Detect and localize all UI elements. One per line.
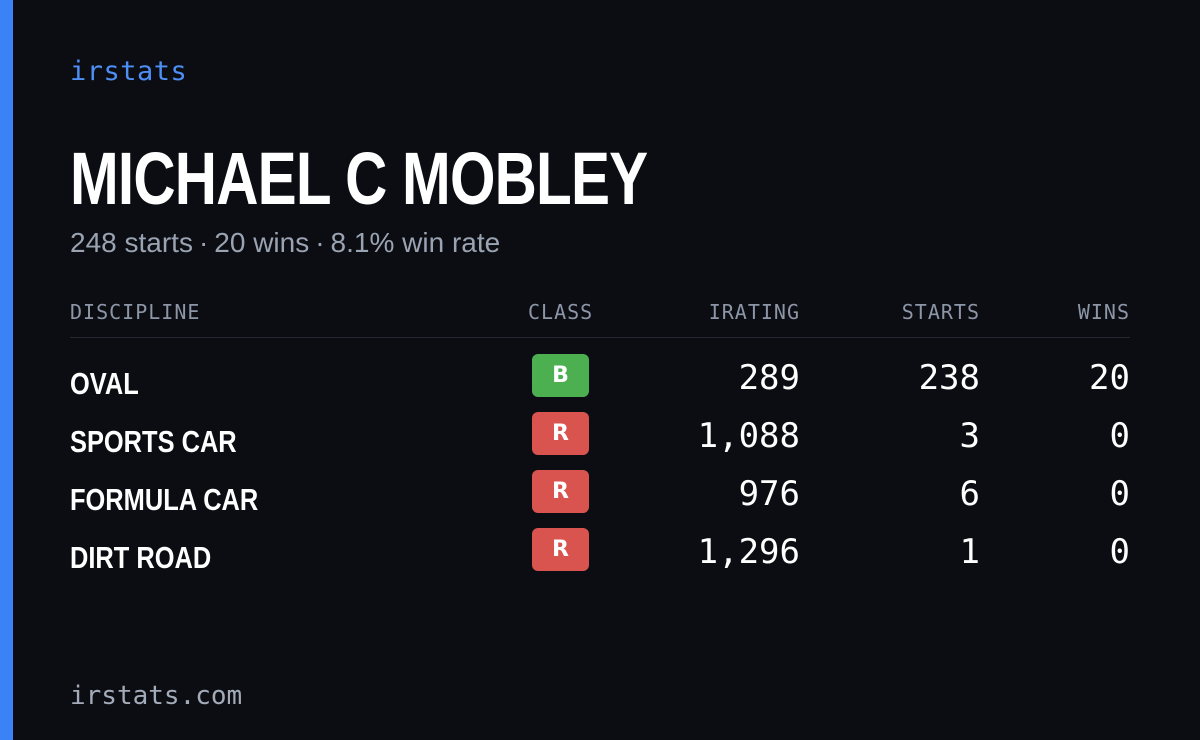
class-badge: R [532, 528, 589, 571]
header-starts: STARTS [901, 300, 980, 324]
wins-summary: 20 wins [214, 227, 310, 258]
starts-cell: 3 [959, 416, 980, 456]
table-header: DISCIPLINE CLASS IRATING STARTS WINS [70, 300, 1130, 338]
table-row: FORMULA CAR R 976 6 0 [70, 454, 1130, 517]
summary-separator: · [315, 227, 325, 258]
header-class: CLASS [528, 300, 594, 324]
header-wins: WINS [1077, 300, 1130, 324]
class-badge: R [532, 412, 589, 455]
starts-cell: 238 [918, 358, 980, 398]
discipline-cell: DIRT ROAD [70, 540, 212, 575]
wins-cell: 20 [1089, 358, 1130, 398]
accent-bar [0, 0, 13, 740]
irating-cell: 1,088 [697, 416, 800, 456]
wins-cell: 0 [1109, 474, 1130, 514]
class-badge: B [532, 354, 589, 397]
wins-cell: 0 [1109, 416, 1130, 456]
discipline-cell: SPORTS CAR [70, 424, 237, 459]
header-discipline: DISCIPLINE [70, 300, 201, 324]
starts-cell: 6 [959, 474, 980, 514]
discipline-cell: OVAL [70, 366, 139, 401]
table-row: DIRT ROAD R 1,296 1 0 [70, 512, 1130, 575]
summary-separator: · [198, 227, 209, 258]
header-irating: IRATING [708, 300, 800, 324]
wins-cell: 0 [1109, 532, 1130, 572]
winrate-summary: 8.1% win rate [330, 227, 501, 258]
brand-logo-text: irstats [70, 56, 188, 87]
discipline-cell: FORMULA CAR [70, 482, 259, 517]
footer-domain: irstats.com [70, 681, 243, 711]
table-row: OVAL B 289 238 20 [70, 338, 1130, 401]
starts-summary: 248 starts [70, 227, 193, 258]
driver-summary: 248 starts · 20 wins · 8.1% win rate [70, 227, 500, 259]
starts-cell: 1 [959, 532, 980, 572]
stats-table: DISCIPLINE CLASS IRATING STARTS WINS OVA… [70, 300, 1130, 575]
driver-name: MICHAEL C MOBLEY [70, 137, 648, 220]
irating-cell: 1,296 [697, 532, 800, 572]
irating-cell: 976 [738, 474, 800, 514]
class-badge: R [532, 470, 589, 513]
irating-cell: 289 [738, 358, 800, 398]
table-row: SPORTS CAR R 1,088 3 0 [70, 396, 1130, 459]
